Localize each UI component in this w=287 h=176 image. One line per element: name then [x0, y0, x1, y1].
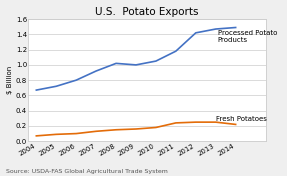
Text: Source: USDA-FAS Global Agricultural Trade System: Source: USDA-FAS Global Agricultural Tra…: [6, 169, 168, 174]
Title: U.S.  Potato Exports: U.S. Potato Exports: [95, 7, 199, 17]
Text: Fresh Potatoes: Fresh Potatoes: [216, 117, 267, 122]
Text: Processed Potato
Products: Processed Potato Products: [218, 30, 277, 43]
Y-axis label: $ Billion: $ Billion: [7, 66, 13, 94]
